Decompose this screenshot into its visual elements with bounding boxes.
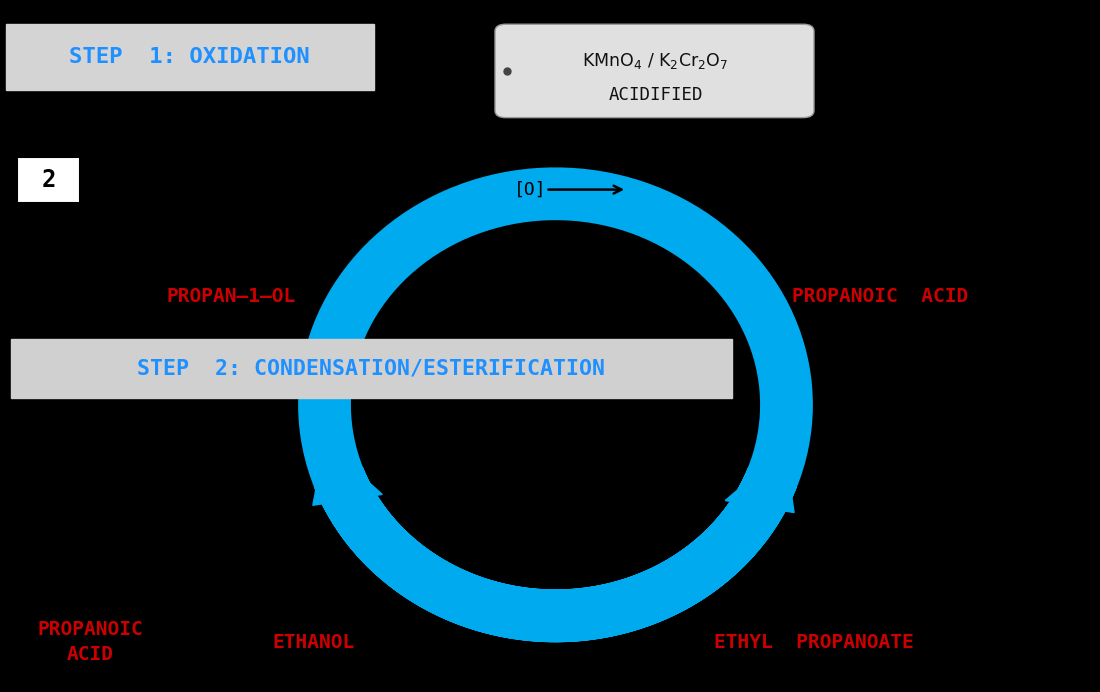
Text: ETHANOL: ETHANOL (273, 632, 354, 652)
Text: ACIDIFIED: ACIDIFIED (608, 86, 703, 104)
Text: –H: –H (463, 477, 483, 495)
Text: PROPAN–1–OL: PROPAN–1–OL (166, 286, 296, 306)
Text: PROPANOIC  ACID: PROPANOIC ACID (792, 286, 968, 306)
Text: 2: 2 (42, 168, 55, 192)
Text: PROPANOIC
ACID: PROPANOIC ACID (37, 620, 143, 664)
Text: H: H (410, 417, 421, 435)
Text: STEP  2: CONDENSATION/ESTERIFICATION: STEP 2: CONDENSATION/ESTERIFICATION (136, 359, 605, 379)
Text: H: H (682, 417, 693, 435)
Text: ETHYL  PROPANOATE: ETHYL PROPANOATE (714, 632, 914, 652)
Text: STEP  1: OXIDATION: STEP 1: OXIDATION (69, 48, 309, 67)
FancyBboxPatch shape (11, 339, 732, 398)
Polygon shape (312, 443, 382, 505)
Text: H–C: H–C (614, 477, 644, 495)
Polygon shape (725, 450, 794, 513)
FancyBboxPatch shape (6, 24, 374, 90)
FancyBboxPatch shape (495, 24, 814, 118)
Text: KMnO$_4$ / K$_2$Cr$_2$O$_7$: KMnO$_4$ / K$_2$Cr$_2$O$_7$ (582, 51, 729, 71)
FancyBboxPatch shape (16, 157, 80, 203)
Text: [O]: [O] (514, 181, 547, 199)
